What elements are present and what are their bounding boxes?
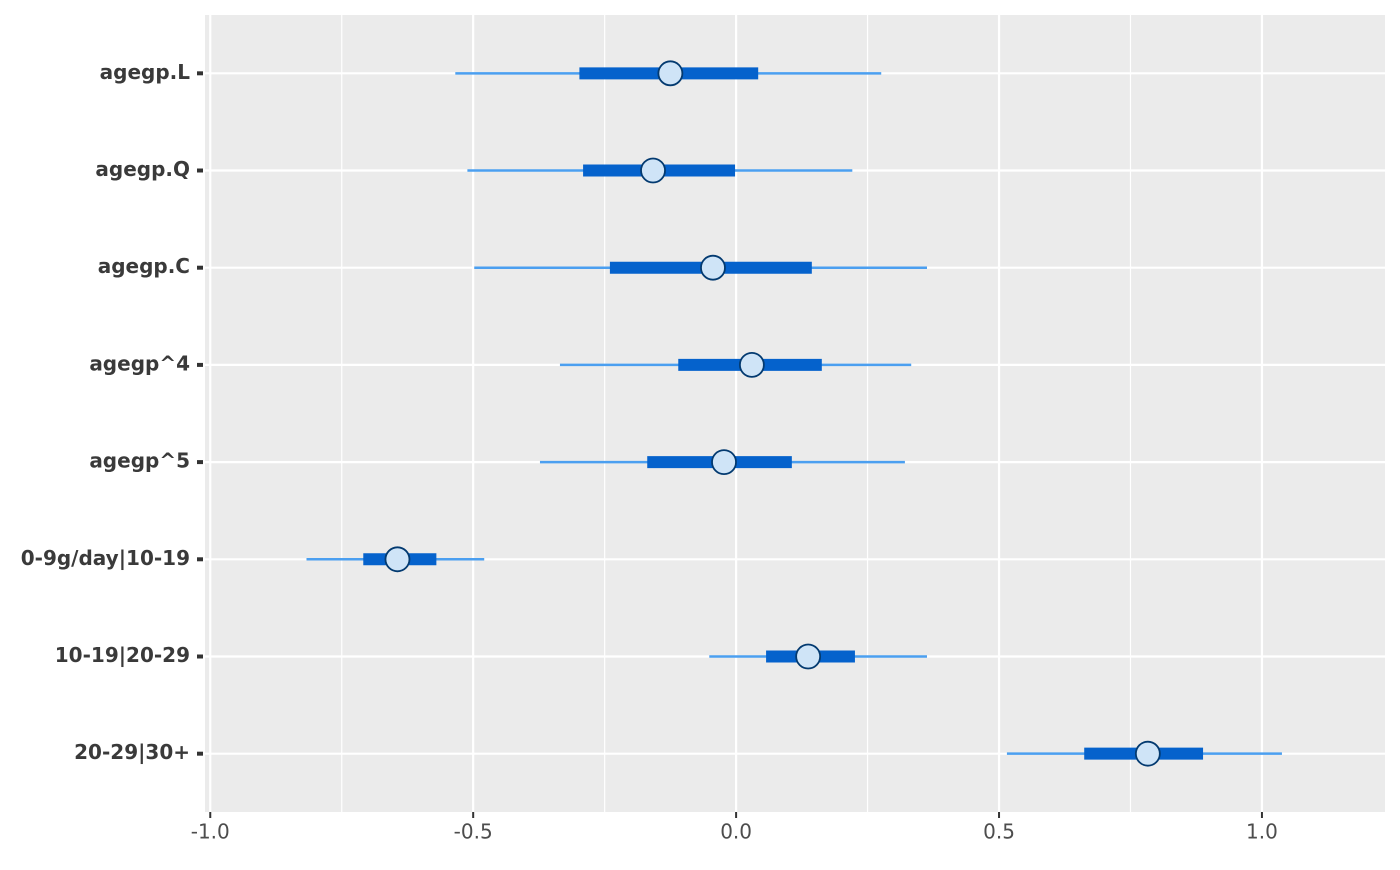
x-tick-label: 1.0 xyxy=(1246,820,1278,844)
y-tick-label: 10-19|20-29 xyxy=(55,643,190,667)
point-estimate xyxy=(711,449,737,475)
point-estimate xyxy=(700,254,726,281)
y-tick-label: agegp^5 xyxy=(89,449,190,473)
y-tick-label: 0-9g/day|10-19 xyxy=(21,546,190,570)
point-estimate xyxy=(640,157,666,184)
x-tick-label: 0.5 xyxy=(983,820,1015,844)
y-tick-label: 20-29|30+ xyxy=(74,740,190,764)
point-estimate xyxy=(1134,740,1161,767)
y-tick-label: agegp.Q xyxy=(95,157,190,181)
x-tick-label: 0.0 xyxy=(720,820,752,844)
y-tick-label: agegp.L xyxy=(100,60,191,84)
point-estimate xyxy=(657,60,684,87)
point-estimate xyxy=(384,546,411,573)
point-estimate xyxy=(738,352,765,378)
panel xyxy=(205,15,1385,812)
y-tick-label: agegp^4 xyxy=(89,351,190,375)
y-tick-label: agegp.C xyxy=(98,254,190,278)
point-estimate xyxy=(795,643,822,670)
x-tick-label: -0.5 xyxy=(454,820,493,844)
x-tick-label: -1.0 xyxy=(191,820,230,844)
